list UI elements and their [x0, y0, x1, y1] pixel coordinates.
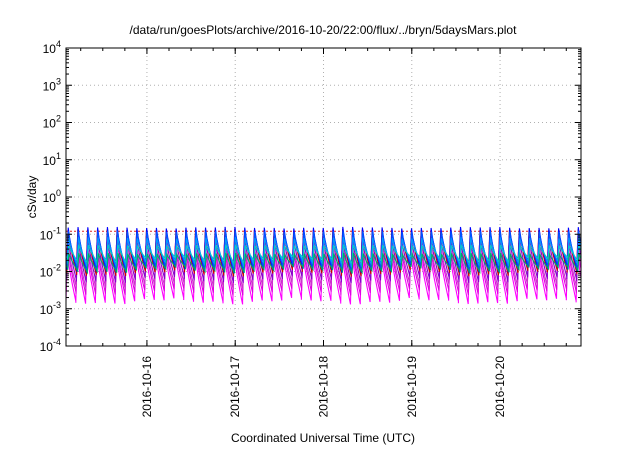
x-tick-label: 2016-10-19	[405, 356, 419, 418]
x-tick-label: 2016-10-16	[140, 356, 154, 418]
series-line-7	[66, 236, 581, 268]
series-layer	[66, 226, 581, 305]
y-tick-label-exponent: 1	[56, 151, 61, 161]
x-axis-label: Coordinated Universal Time (UTC)	[231, 431, 415, 445]
y-tick-label-exponent: 4	[56, 39, 61, 49]
y-tick-label: 103	[43, 76, 61, 93]
y-tick-label-exponent: -2	[53, 263, 61, 273]
tick-layer: 10-410-310-210-11001011021031042016-10-1…	[40, 39, 581, 417]
y-tick-label-exponent: 2	[56, 114, 61, 124]
y-tick-label: 101	[43, 151, 61, 168]
y-tick-label-base: 10	[43, 79, 57, 93]
series-line-8	[66, 243, 581, 266]
y-tick-label-exponent: -1	[53, 225, 61, 235]
y-tick-label: 104	[43, 39, 61, 56]
y-tick-label-exponent: 3	[56, 76, 61, 86]
x-tick-label: 2016-10-20	[493, 356, 507, 418]
x-tick-label: 2016-10-18	[317, 356, 331, 418]
y-tick-label-base: 10	[43, 191, 57, 205]
y-tick-label-base: 10	[43, 42, 57, 56]
y-tick-label: 10-3	[40, 300, 61, 317]
y-tick-label: 102	[43, 114, 61, 131]
y-tick-label-exponent: -3	[53, 300, 61, 310]
y-axis-label: cSv/day	[25, 176, 39, 219]
y-tick-label: 10-2	[40, 263, 61, 280]
y-tick-label-base: 10	[40, 228, 54, 242]
x-tick-label: 2016-10-17	[228, 356, 242, 418]
y-tick-label-base: 10	[40, 303, 54, 317]
series-line-9	[66, 252, 581, 276]
chart-title: /data/run/goesPlots/archive/2016-10-20/2…	[130, 23, 518, 37]
y-tick-label-base: 10	[40, 266, 54, 280]
y-tick-label-exponent: 0	[56, 188, 61, 198]
y-tick-label-base: 10	[40, 340, 54, 354]
grid-layer	[66, 48, 581, 346]
y-tick-label: 10-4	[40, 337, 61, 354]
y-tick-label: 10-1	[40, 225, 61, 242]
y-tick-label-base: 10	[43, 117, 57, 131]
y-tick-label: 100	[43, 188, 61, 205]
y-tick-label-exponent: -4	[53, 337, 61, 347]
y-tick-label-base: 10	[43, 154, 57, 168]
